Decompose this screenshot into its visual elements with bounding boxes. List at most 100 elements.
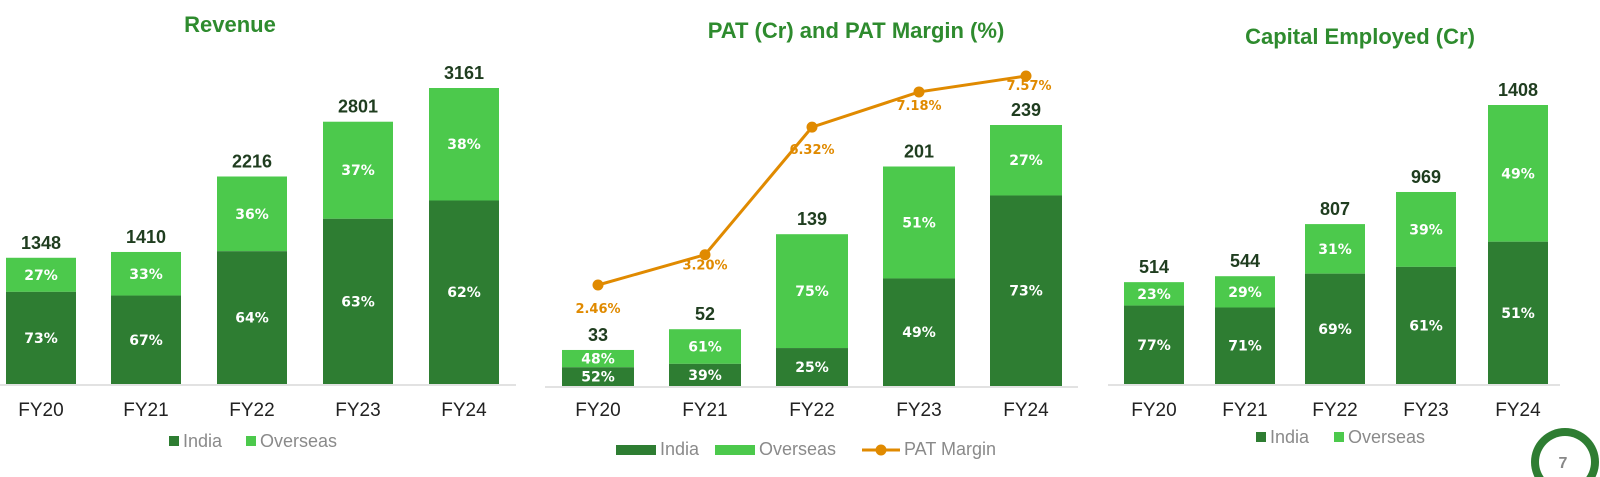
india-pct-label: 61%: [1409, 318, 1443, 334]
pat-margin-point: [699, 249, 711, 261]
bar-overseas-fy20: [562, 349, 634, 368]
overseas-pct-label: 61%: [688, 340, 722, 356]
page-number-badge: 7: [1531, 428, 1599, 477]
x-tick-label: FY21: [1222, 400, 1267, 421]
pat-margin-label: 7.18%: [896, 99, 941, 114]
bar-total-label: 1348: [21, 233, 61, 253]
bar-overseas-fy23: [323, 121, 393, 219]
india-pct-label: 69%: [1318, 322, 1352, 338]
chart-2: PAT (Cr) and PAT Margin (%) 48% 52% 33 FY20 6…: [545, 18, 1078, 459]
bar-india-fy22: [1305, 273, 1365, 384]
bar-overseas-fy22: [217, 176, 287, 252]
x-tick-label: FY21: [123, 400, 168, 421]
bar-india-fy23: [323, 218, 393, 384]
bar-total-label: 544: [1230, 251, 1260, 271]
pat-margin-point: [913, 86, 925, 98]
india-pct-label: 77%: [1137, 338, 1171, 354]
x-tick-label: FY20: [18, 400, 63, 421]
india-pct-label: 52%: [581, 370, 615, 386]
bar-india-fy20: [562, 367, 634, 386]
pat-margin-point: [1020, 70, 1032, 82]
chart-title: PAT (Cr) and PAT Margin (%): [708, 18, 1005, 43]
bar-total-label: 1410: [126, 227, 166, 247]
bar-india-fy24: [990, 195, 1062, 386]
bar-total-label: 2801: [338, 97, 378, 117]
bar-overseas-fy24: [1488, 105, 1548, 242]
bar-india-fy23: [1396, 266, 1456, 384]
x-tick-label: FY20: [1131, 400, 1176, 421]
india-pct-label: 51%: [1501, 306, 1535, 322]
overseas-pct-label: 48%: [581, 352, 615, 368]
bar-overseas-fy20: [6, 257, 76, 292]
x-tick-label: FY24: [441, 400, 487, 421]
bar-overseas-fy20: [1124, 282, 1184, 306]
page-number: 7: [1559, 455, 1568, 472]
bar-india-fy24: [429, 200, 499, 384]
overseas-pct-label: 75%: [795, 284, 829, 300]
india-pct-label: 64%: [235, 311, 269, 327]
bar-total-label: 52: [695, 304, 715, 324]
x-tick-label: FY22: [229, 400, 274, 421]
bar-india-fy24: [1488, 241, 1548, 384]
overseas-pct-label: 31%: [1318, 242, 1352, 258]
legend-label-india: India: [660, 439, 700, 459]
bar-overseas-fy23: [1396, 191, 1456, 267]
india-pct-label: 62%: [447, 285, 481, 301]
legend-swatch-margin-point: [875, 444, 887, 456]
legend-label-overseas: Overseas: [759, 439, 836, 459]
x-tick-label: FY22: [789, 400, 834, 421]
india-pct-label: 39%: [688, 368, 722, 384]
bar-total-label: 1408: [1498, 80, 1538, 100]
bar-overseas-fy21: [669, 329, 741, 364]
pat-margin-point: [806, 121, 818, 133]
india-pct-label: 49%: [902, 325, 936, 341]
bar-total-label: 33: [588, 325, 608, 345]
chart-1: Revenue 27% 73% 1348 FY20 33% 67% 1410 FY21 36% 64…: [0, 12, 516, 451]
bar-total-label: 807: [1320, 199, 1350, 219]
overseas-pct-label: 36%: [235, 207, 269, 223]
legend-swatch-overseas: [715, 445, 755, 455]
legend-swatch-india: [169, 436, 179, 446]
overseas-pct-label: 29%: [1228, 285, 1262, 301]
chart-title: Capital Employed (Cr): [1245, 24, 1475, 49]
bar-overseas-fy24: [990, 125, 1062, 196]
bar-total-label: 969: [1411, 167, 1441, 187]
india-pct-label: 63%: [341, 294, 375, 310]
india-pct-label: 71%: [1228, 339, 1262, 355]
pat-margin-label: 2.46%: [575, 302, 620, 317]
chart-title: Revenue: [184, 12, 276, 37]
india-pct-label: 73%: [1009, 284, 1043, 300]
x-tick-label: FY23: [1403, 400, 1448, 421]
x-tick-label: FY22: [1312, 400, 1357, 421]
legend-label-overseas: Overseas: [1348, 427, 1425, 447]
legend-swatch-overseas: [1334, 432, 1344, 442]
overseas-pct-label: 37%: [341, 163, 375, 179]
bar-india-fy23: [883, 278, 955, 386]
bar-total-label: 2216: [232, 151, 272, 171]
overseas-pct-label: 39%: [1409, 222, 1443, 238]
legend-label-india: India: [183, 431, 223, 451]
bar-india-fy20: [1124, 305, 1184, 384]
overseas-pct-label: 27%: [24, 268, 58, 284]
x-tick-label: FY23: [335, 400, 380, 421]
bar-total-label: 139: [797, 209, 827, 229]
bar-total-label: 201: [904, 141, 934, 161]
india-pct-label: 67%: [129, 333, 163, 349]
pat-margin-label: 3.20%: [682, 259, 727, 274]
overseas-pct-label: 49%: [1501, 166, 1535, 182]
india-pct-label: 25%: [795, 360, 829, 376]
bar-overseas-fy22: [1305, 224, 1365, 274]
overseas-pct-label: 33%: [129, 267, 163, 283]
page-badge-inner: [1539, 436, 1591, 477]
overseas-pct-label: 23%: [1137, 287, 1171, 303]
india-pct-label: 73%: [24, 331, 58, 347]
bar-overseas-fy23: [883, 166, 955, 279]
bar-india-fy21: [669, 363, 741, 386]
chart-3: Capital Employed (Cr) 23% 77% 514 FY20 29% 71%…: [1108, 24, 1560, 447]
x-tick-label: FY23: [896, 400, 941, 421]
bar-india-fy21: [111, 295, 181, 384]
legend-swatch-india: [1256, 432, 1266, 442]
bar-total-label: 3161: [444, 63, 484, 83]
pat-margin-label: 6.32%: [789, 143, 834, 158]
